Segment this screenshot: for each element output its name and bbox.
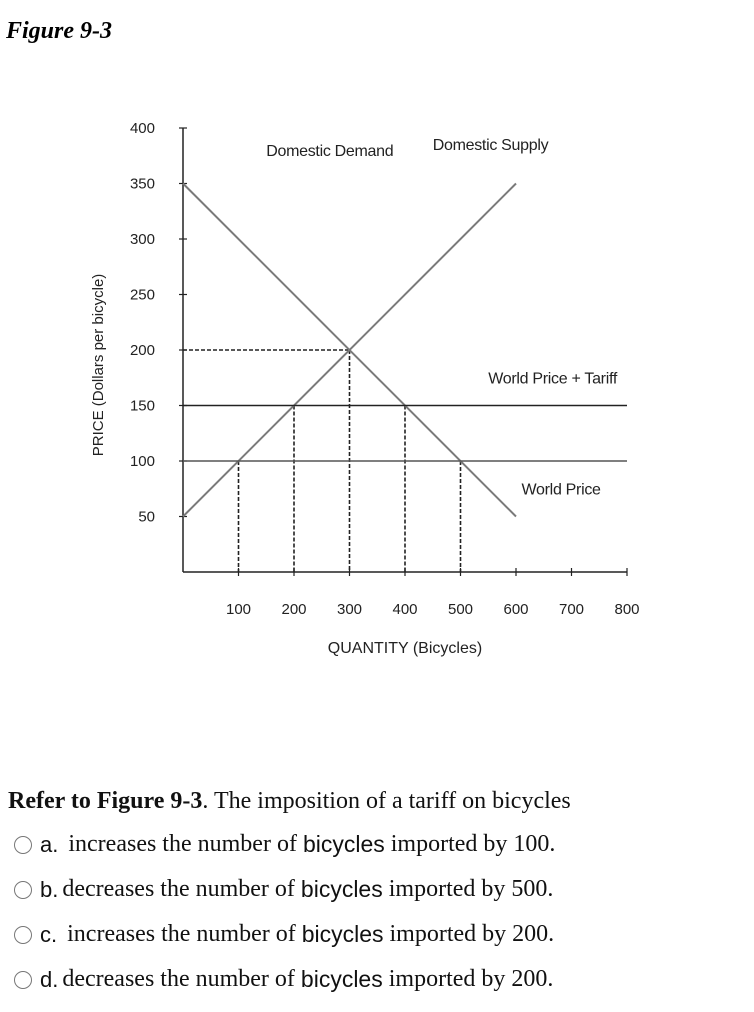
x-tick-label: 100 <box>226 601 251 618</box>
curve-annotation: Domestic Demand <box>266 143 393 160</box>
x-tick-label: 300 <box>337 601 362 618</box>
radio-icon[interactable] <box>14 880 32 899</box>
option-d[interactable]: d. decreases the number of bicycles impo… <box>14 957 555 1002</box>
x-tick-label: 700 <box>559 601 584 618</box>
answer-options: a. increases the number of bicycles impo… <box>14 822 555 1002</box>
option-letter: c. <box>40 921 58 947</box>
x-tick-label: 500 <box>448 601 473 618</box>
y-tick-label: 250 <box>130 287 155 304</box>
option-a[interactable]: a. increases the number of bicycles impo… <box>14 822 555 867</box>
x-tick-label: 400 <box>392 601 417 618</box>
question-prefix: Refer to Figure 9-3 <box>8 788 203 814</box>
curve-annotation: World Price + Tariff <box>488 370 618 387</box>
x-tick-label: 200 <box>281 601 306 618</box>
option-keyword: bicycles <box>300 876 383 902</box>
x-tick-label: 800 <box>614 601 639 618</box>
option-text-pre: decreases the number of <box>62 876 301 902</box>
figure-title: Figure 9-3 <box>6 18 113 44</box>
curve-annotation: World Price <box>522 481 601 498</box>
y-tick-label: 150 <box>130 398 155 415</box>
option-text-post: imported by 200. <box>383 921 555 947</box>
option-letter: d. <box>40 966 59 992</box>
option-keyword: bicycles <box>302 831 385 857</box>
x-tick-label: 600 <box>503 601 528 618</box>
question-body: . The imposition of a tariff on bicycles <box>202 788 571 814</box>
y-tick-label: 350 <box>130 176 155 193</box>
option-text-post: imported by 500. <box>382 876 554 902</box>
y-tick-label: 200 <box>130 342 155 359</box>
y-tick-label: 100 <box>130 453 155 470</box>
option-text-pre: increases the number of <box>61 921 302 947</box>
x-axis-label: QUANTITY (Bicycles) <box>328 640 482 657</box>
option-text-post: imported by 100. <box>384 831 556 857</box>
option-keyword: bicycles <box>301 921 384 947</box>
option-b[interactable]: b. decreases the number of bicycles impo… <box>14 867 555 912</box>
curve-annotation: Domestic Supply <box>433 137 549 154</box>
y-tick-label: 50 <box>138 509 155 526</box>
option-letter: b. <box>40 876 59 902</box>
option-c[interactable]: c. increases the number of bicycles impo… <box>14 912 555 957</box>
option-text-pre: increases the number of <box>62 831 303 857</box>
radio-icon[interactable] <box>14 835 32 854</box>
option-text-post: imported by 200. <box>382 966 554 992</box>
question-text: Refer to Figure 9-3. The imposition of a… <box>8 788 748 815</box>
y-axis-label: PRICE (Dollars per bicycle) <box>90 274 107 457</box>
y-tick-label: 400 <box>130 120 155 137</box>
supply-demand-chart: 50 100 150 200 250 300 350 400 100 200 300 400 500 60… <box>90 120 640 657</box>
option-keyword: bicycles <box>300 966 383 992</box>
option-letter: a. <box>40 831 59 857</box>
radio-icon[interactable] <box>14 970 32 989</box>
option-text-pre: decreases the number of <box>62 966 301 992</box>
radio-icon[interactable] <box>14 925 32 944</box>
y-tick-label: 300 <box>130 231 155 248</box>
